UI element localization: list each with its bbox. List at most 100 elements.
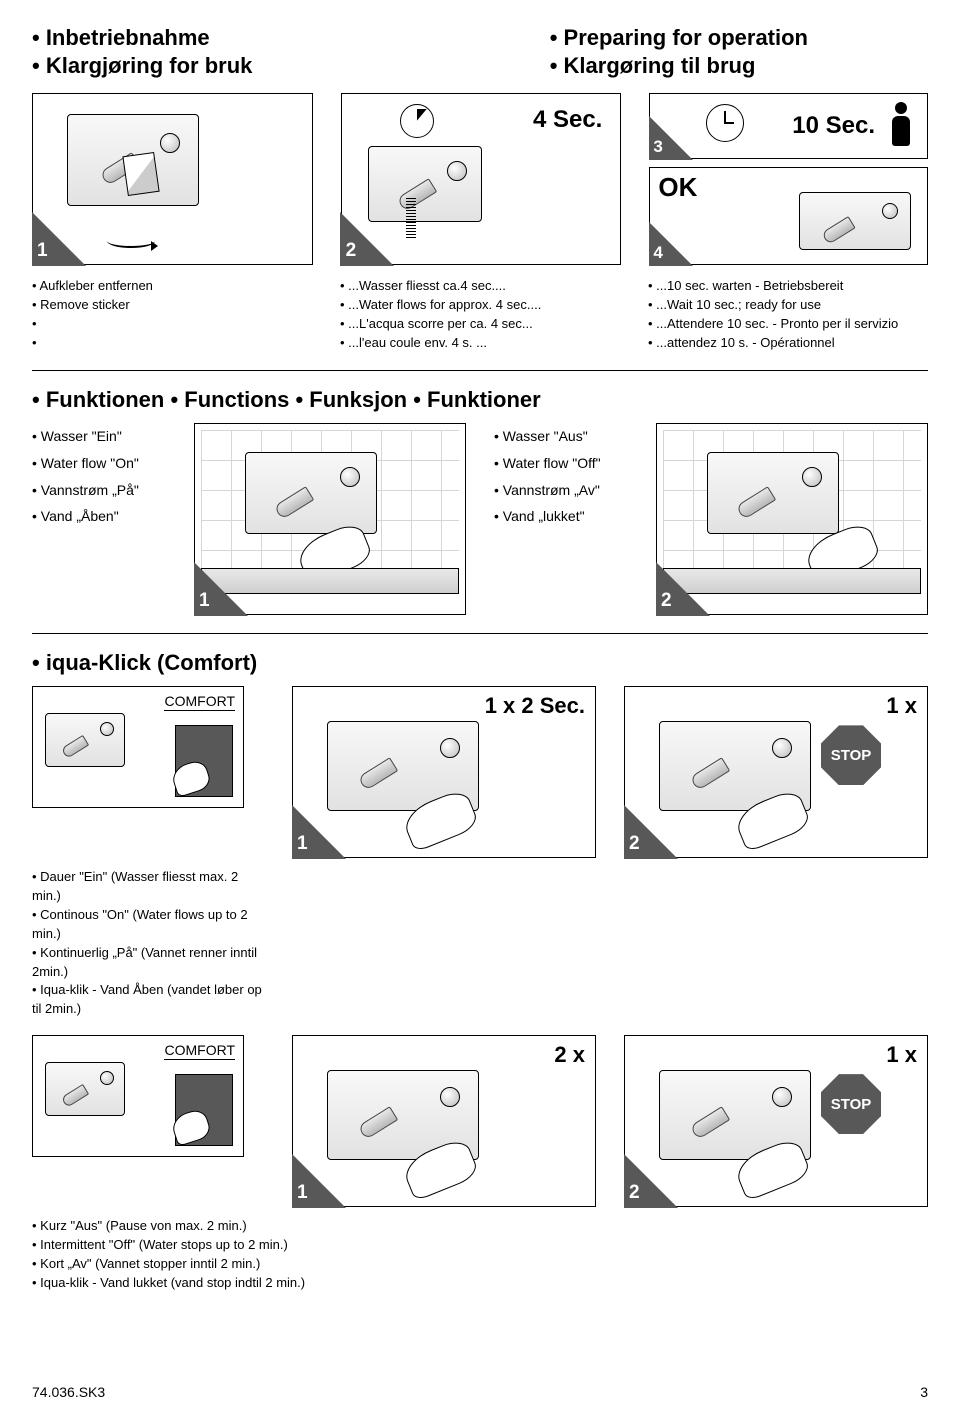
action-label: 1 x 2 Sec.: [485, 693, 585, 719]
title-left-line1: • Inbetriebnahme: [32, 24, 252, 52]
list-item: Iqua-klik - Vand Åben (vandet løber op t…: [32, 981, 264, 1019]
caption-line: • ...attendez 10 s. - Opérationnel: [648, 334, 928, 353]
iqua-row2-list: Kurz "Aus" (Pause von max. 2 min.) Inter…: [32, 1217, 452, 1292]
list-item: Water flow "On": [32, 450, 166, 477]
caption-line: •: [32, 315, 312, 334]
step-number: 2: [346, 240, 357, 262]
func-on-list: Wasser "Ein" Water flow "On" Vannstrøm „…: [32, 423, 166, 615]
comfort-column: COMFORT: [32, 686, 264, 858]
func-panel-on: 1: [194, 423, 466, 615]
list-item: Kurz "Aus" (Pause von max. 2 min.): [32, 1217, 452, 1236]
action-panel-stop: 1 x STOP 2: [624, 686, 928, 858]
faucet-knob-icon: [772, 1087, 792, 1107]
faucet-spout-icon: [690, 758, 731, 792]
clock-hand-icon: [724, 122, 734, 124]
faucet-unit-icon: [799, 192, 911, 250]
comfort-box: COMFORT: [32, 686, 244, 808]
caption-line: •: [32, 334, 312, 353]
action-label: 2 x: [554, 1042, 585, 1068]
step-number: 4: [653, 243, 662, 263]
caption-col3: • ...10 sec. warten - Betriebsbereit • .…: [648, 277, 928, 352]
func-off-list: Wasser "Aus" Water flow "Off" Vannstrøm …: [494, 423, 628, 615]
step-number: 1: [37, 240, 48, 262]
comfort-label: COMFORT: [164, 693, 235, 711]
section1-captions: • Aufkleber entfernen • Remove sticker •…: [32, 277, 928, 352]
page-footer: 74.036.SK3 3: [32, 1384, 928, 1400]
list-item: Intermittent "Off" (Water stops up to 2 …: [32, 1236, 452, 1255]
title-left-line2: • Klargjøring for bruk: [32, 52, 252, 80]
list-item: Water flow "Off": [494, 450, 628, 477]
section1-titles: • Inbetriebnahme • Klargjøring for bruk …: [32, 24, 928, 79]
step-number: 1: [199, 590, 210, 612]
list-item: Continous "On" (Water flows up to 2 min.…: [32, 906, 264, 944]
faucet-unit-icon: [45, 713, 123, 769]
comfort-column: COMFORT: [32, 1035, 264, 1207]
comfort-label: COMFORT: [164, 1042, 235, 1060]
step3-label: 10 Sec.: [792, 112, 875, 140]
page: • Inbetriebnahme • Klargjøring for bruk …: [0, 0, 960, 1420]
person-wait-icon: [887, 102, 915, 148]
step-number: 2: [629, 1182, 640, 1204]
step-number: 1: [297, 1182, 308, 1204]
section2-row: Wasser "Ein" Water flow "On" Vannstrøm „…: [32, 423, 928, 615]
panel-step4: OK 4: [649, 167, 928, 265]
action-panel-tap: 2 x 1: [292, 1035, 596, 1207]
title-right: • Preparing for operation • Klargøring t…: [550, 24, 808, 79]
faucet-spout-icon: [821, 216, 856, 245]
action-label: 1 x: [886, 693, 917, 719]
separator: [32, 633, 928, 634]
faucet-spout-icon: [358, 758, 399, 792]
panel-step1: 1: [32, 93, 313, 265]
list-item: Wasser "Aus": [494, 423, 628, 450]
caption-line: • ...l'eau coule env. 4 s. ...: [340, 334, 620, 353]
panel-step34-stack: 10 Sec. 3 OK 4: [649, 93, 928, 265]
clock-icon: [706, 104, 744, 142]
sticker-icon: [122, 152, 159, 196]
action-label: 1 x: [886, 1042, 917, 1068]
caption-line: • ...Wait 10 sec.; ready for use: [648, 296, 928, 315]
iqua-row2: COMFORT 2 x 1 1 x S: [32, 1035, 928, 1207]
list-item: Iqua-klik - Vand lukket (vand stop indti…: [32, 1274, 452, 1293]
title-right-line2: • Klargøring til brug: [550, 52, 808, 80]
faucet-unit-icon: [45, 1062, 123, 1118]
caption-line: • ...Wasser fliesst ca.4 sec....: [340, 277, 620, 296]
list-item: Kort „Av" (Vannet stopper inntil 2 min.): [32, 1255, 452, 1274]
iqua-row1-list: Dauer "Ein" (Wasser fliesst max. 2 min.)…: [32, 868, 264, 1019]
section3-title: • iqua-Klick (Comfort): [32, 650, 928, 676]
list-item: Kontinuerlig „På" (Vannet renner inntil …: [32, 944, 264, 982]
list-item: Wasser "Ein": [32, 423, 166, 450]
action-panel-tap: 1 x 2 Sec. 1: [292, 686, 596, 858]
func-panel-off: 2: [656, 423, 928, 615]
faucet-knob-icon: [447, 161, 467, 181]
caption-line: • ...Water flows for approx. 4 sec....: [340, 296, 620, 315]
list-item: Vannstrøm „På": [32, 477, 166, 504]
faucet-spout-icon: [274, 487, 315, 521]
faucet-spout-icon: [358, 1106, 399, 1140]
step-number: 3: [653, 137, 662, 157]
faucet-knob-icon: [440, 1087, 460, 1107]
faucet-spout-icon: [690, 1106, 731, 1140]
caption-line: • Remove sticker: [32, 296, 312, 315]
comfort-box: COMFORT: [32, 1035, 244, 1157]
list-item: Vand „lukket": [494, 503, 628, 530]
action-panel-stop: 1 x STOP 2: [624, 1035, 928, 1207]
faucet-knob-icon: [802, 467, 822, 487]
caption-line: • ...10 sec. warten - Betriebsbereit: [648, 277, 928, 296]
faucet-unit-icon: [245, 452, 377, 534]
list-item: Vannstrøm „Av": [494, 477, 628, 504]
step-number: 2: [629, 833, 640, 855]
footer-left: 74.036.SK3: [32, 1384, 105, 1400]
clock-slice-icon: [417, 109, 427, 121]
faucet-knob-icon: [160, 133, 180, 153]
panel-step3: 10 Sec. 3: [649, 93, 928, 159]
title-right-line1: • Preparing for operation: [550, 24, 808, 52]
list-item: Dauer "Ein" (Wasser fliesst max. 2 min.): [32, 868, 264, 906]
faucet-knob-icon: [340, 467, 360, 487]
faucet-knob-icon: [772, 738, 792, 758]
footer-right: 3: [920, 1384, 928, 1400]
faucet-knob-icon: [882, 203, 898, 219]
step2-label: 4 Sec.: [533, 106, 602, 134]
caption-line: • ...L'acqua scorre per ca. 4 sec...: [340, 315, 620, 334]
ok-label: OK: [658, 172, 697, 203]
stop-badge-icon: STOP: [821, 1074, 881, 1134]
